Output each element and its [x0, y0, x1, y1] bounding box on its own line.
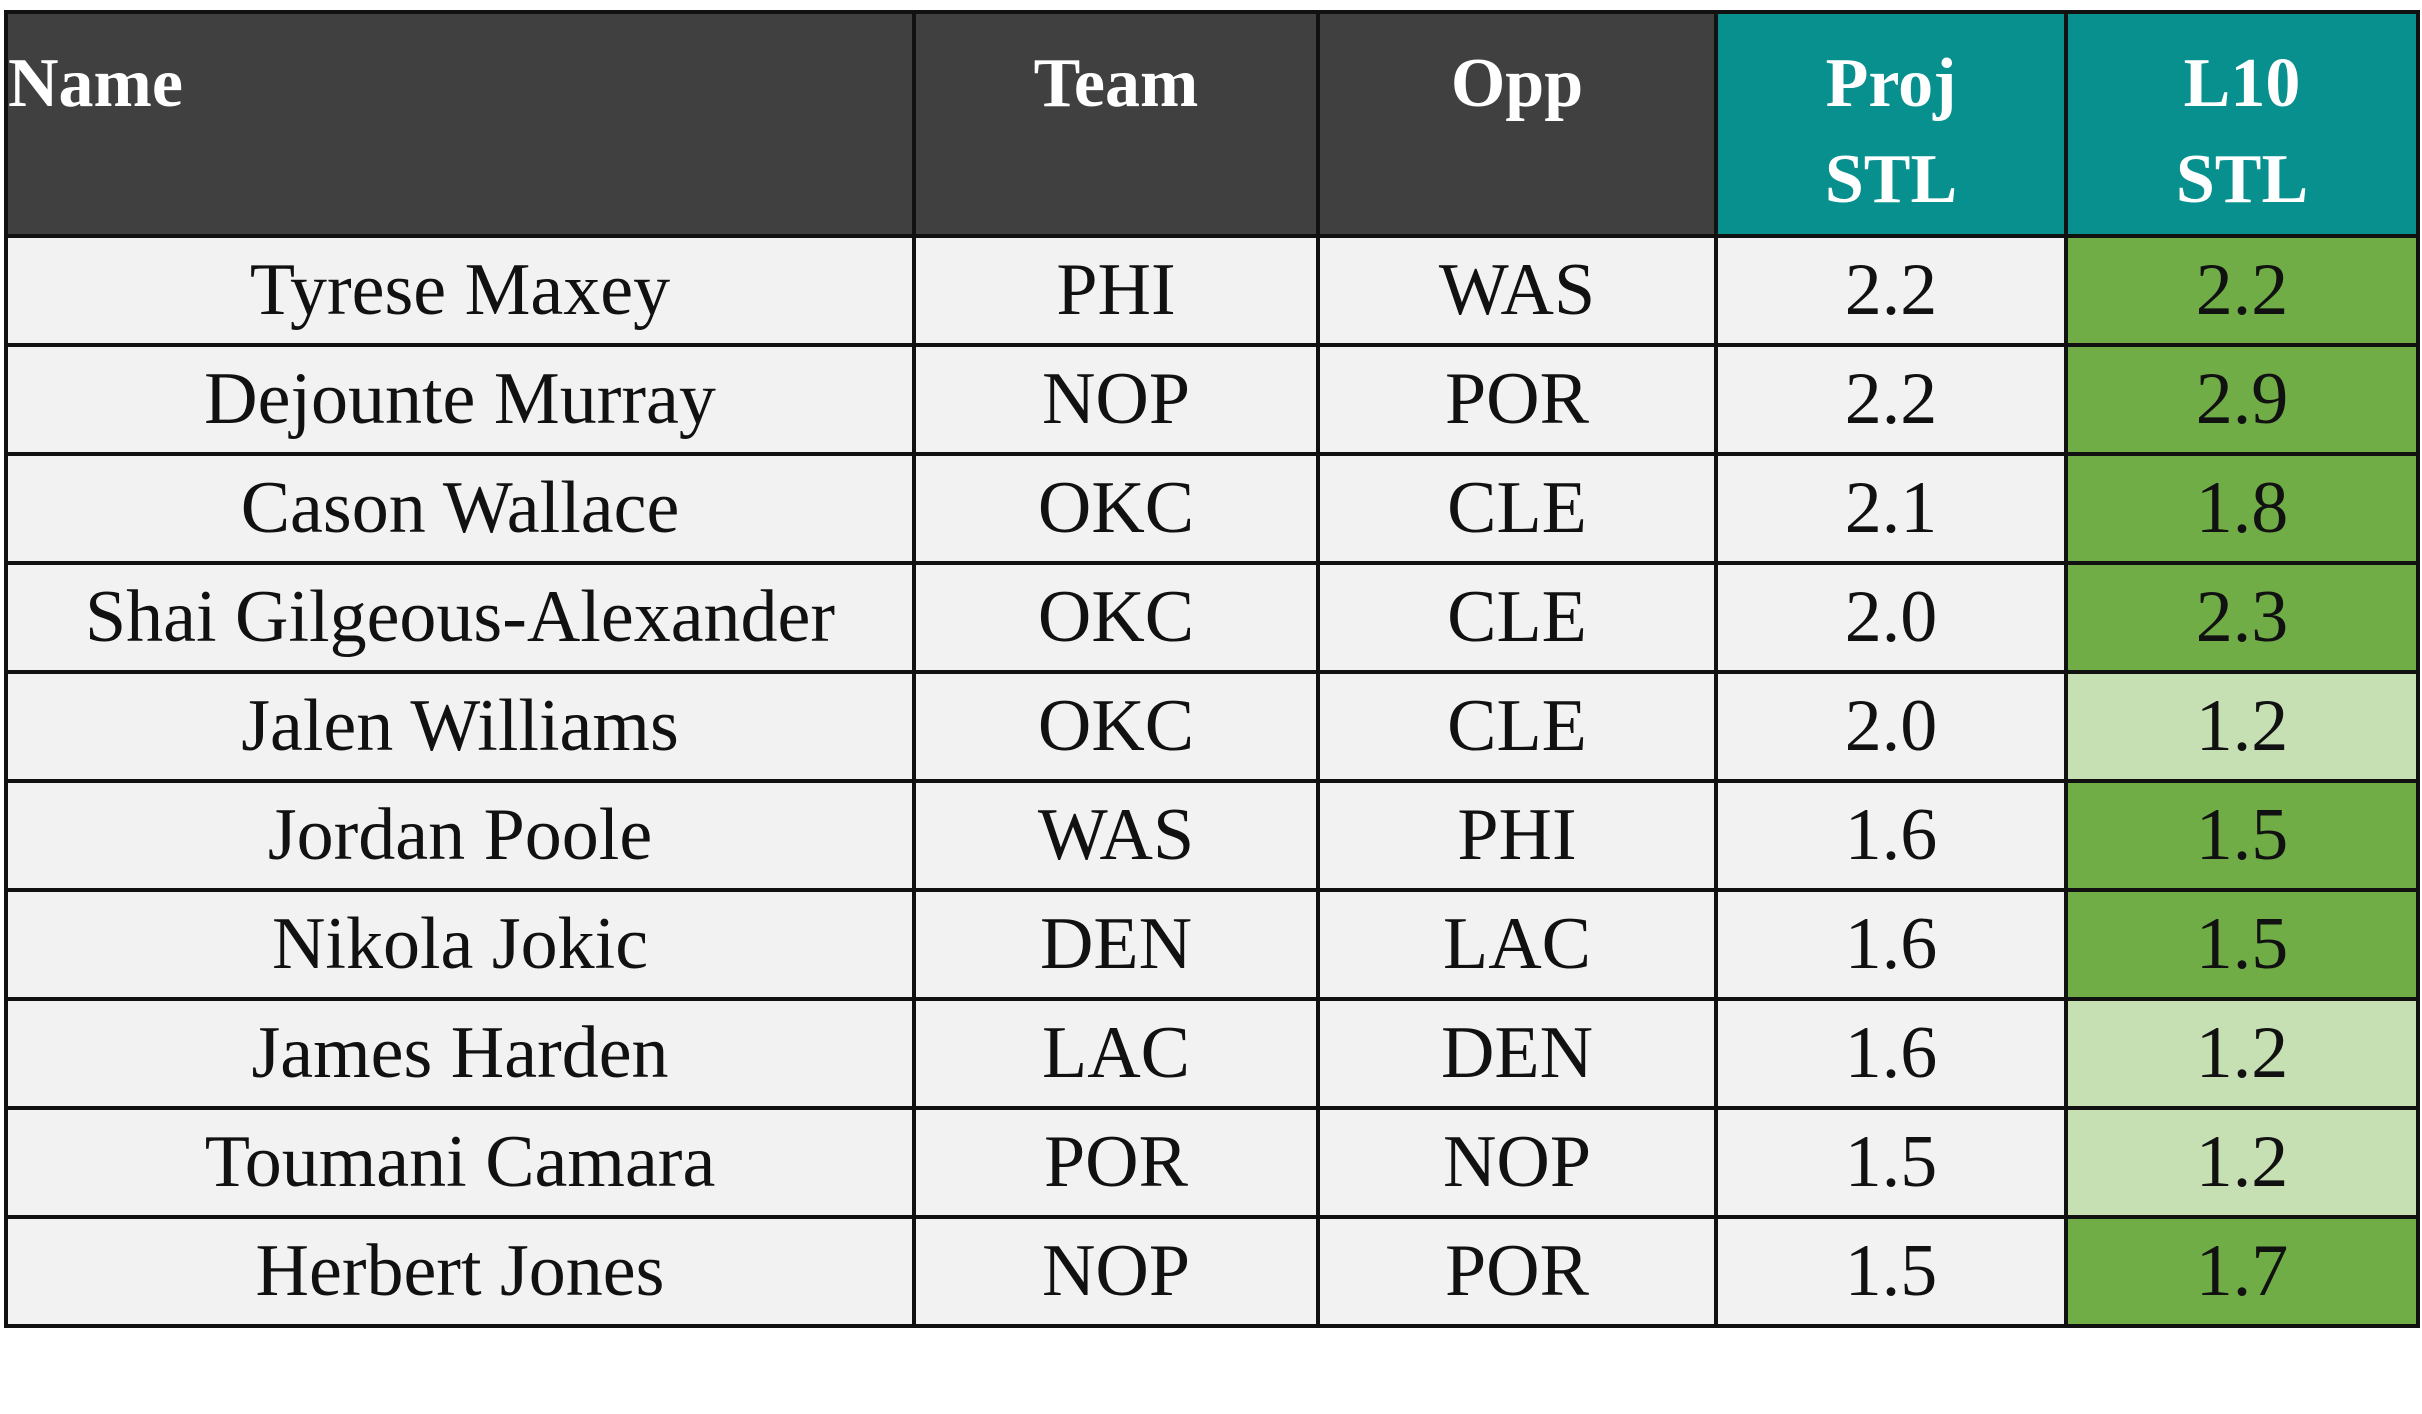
header-l10-stl: L10 STL [2064, 10, 2420, 238]
l10-stl-cell: 1.5 [2064, 888, 2420, 1001]
header-l10-line1: L10 [2183, 45, 2301, 122]
opponent-cell: PHI [1316, 779, 1718, 892]
l10-stl-cell: 1.5 [2064, 779, 2420, 892]
table-row: Herbert Jones NOP POR 1.5 1.7 [4, 1215, 2420, 1328]
table-row: Jalen Williams OKC CLE 2.0 1.2 [4, 670, 2420, 783]
l10-stl-cell: 1.7 [2064, 1215, 2420, 1328]
table-row: Nikola Jokic DEN LAC 1.6 1.5 [4, 888, 2420, 1001]
l10-stl-cell: 1.2 [2064, 997, 2420, 1110]
proj-stl-cell: 1.6 [1714, 888, 2068, 1001]
proj-stl-cell: 2.2 [1714, 343, 2068, 456]
header-team: Team [912, 10, 1320, 238]
team-cell: WAS [912, 779, 1320, 892]
opponent-cell: WAS [1316, 234, 1718, 347]
l10-stl-cell: 1.2 [2064, 1106, 2420, 1219]
header-row: Name Team Opp Proj STL L10 STL [4, 10, 2420, 238]
steals-projection-table: Name Team Opp Proj STL L10 STL Tyrese Ma… [4, 10, 2420, 1328]
header-name: Name [4, 10, 916, 238]
proj-stl-cell: 2.1 [1714, 452, 2068, 565]
opponent-cell: CLE [1316, 452, 1718, 565]
header-proj-line2: STL [1824, 141, 1958, 218]
player-name-cell: Cason Wallace [4, 452, 916, 565]
team-cell: POR [912, 1106, 1320, 1219]
table-row: Dejounte Murray NOP POR 2.2 2.9 [4, 343, 2420, 456]
header-proj-stl: Proj STL [1714, 10, 2068, 238]
player-name-cell: Jordan Poole [4, 779, 916, 892]
opponent-cell: NOP [1316, 1106, 1718, 1219]
proj-stl-cell: 1.5 [1714, 1106, 2068, 1219]
player-name-cell: Tyrese Maxey [4, 234, 916, 347]
table-row: Cason Wallace OKC CLE 2.1 1.8 [4, 452, 2420, 565]
opponent-cell: POR [1316, 343, 1718, 456]
table-body: Tyrese Maxey PHI WAS 2.2 2.2 Dejounte Murray N… [4, 234, 2420, 1328]
proj-stl-cell: 2.2 [1714, 234, 2068, 347]
player-name-cell: Nikola Jokic [4, 888, 916, 1001]
team-cell: LAC [912, 997, 1320, 1110]
l10-stl-cell: 1.8 [2064, 452, 2420, 565]
proj-stl-cell: 1.6 [1714, 779, 2068, 892]
table-row: James Harden LAC DEN 1.6 1.2 [4, 997, 2420, 1110]
team-cell: OKC [912, 452, 1320, 565]
team-cell: NOP [912, 1215, 1320, 1328]
opponent-cell: LAC [1316, 888, 1718, 1001]
opponent-cell: CLE [1316, 670, 1718, 783]
l10-stl-cell: 2.2 [2064, 234, 2420, 347]
team-cell: PHI [912, 234, 1320, 347]
proj-stl-cell: 1.6 [1714, 997, 2068, 1110]
l10-stl-cell: 2.3 [2064, 561, 2420, 674]
player-name-cell: Herbert Jones [4, 1215, 916, 1328]
player-name-cell: Toumani Camara [4, 1106, 916, 1219]
opponent-cell: DEN [1316, 997, 1718, 1110]
proj-stl-cell: 2.0 [1714, 670, 2068, 783]
team-cell: OKC [912, 561, 1320, 674]
table-row: Tyrese Maxey PHI WAS 2.2 2.2 [4, 234, 2420, 347]
proj-stl-cell: 2.0 [1714, 561, 2068, 674]
proj-stl-cell: 1.5 [1714, 1215, 2068, 1328]
l10-stl-cell: 2.9 [2064, 343, 2420, 456]
team-cell: DEN [912, 888, 1320, 1001]
opponent-cell: CLE [1316, 561, 1718, 674]
opponent-cell: POR [1316, 1215, 1718, 1328]
header-opp: Opp [1316, 10, 1718, 238]
header-l10-line2: STL [2175, 141, 2309, 218]
header-proj-line1: Proj [1825, 45, 1957, 122]
table-row: Shai Gilgeous-Alexander OKC CLE 2.0 2.3 [4, 561, 2420, 674]
player-name-cell: James Harden [4, 997, 916, 1110]
player-name-cell: Jalen Williams [4, 670, 916, 783]
table-row: Toumani Camara POR NOP 1.5 1.2 [4, 1106, 2420, 1219]
l10-stl-cell: 1.2 [2064, 670, 2420, 783]
table-row: Jordan Poole WAS PHI 1.6 1.5 [4, 779, 2420, 892]
player-name-cell: Dejounte Murray [4, 343, 916, 456]
player-name-cell: Shai Gilgeous-Alexander [4, 561, 916, 674]
team-cell: NOP [912, 343, 1320, 456]
team-cell: OKC [912, 670, 1320, 783]
